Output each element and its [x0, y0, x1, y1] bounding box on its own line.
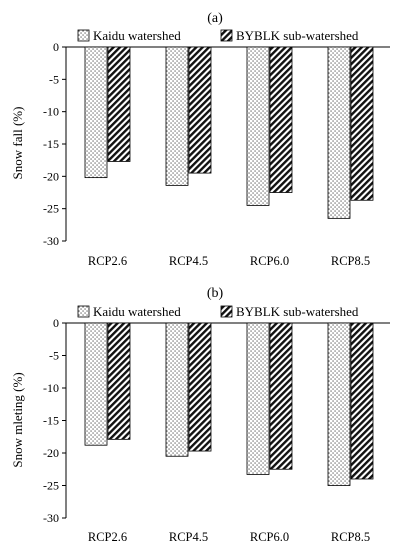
legend-swatch-byblk [220, 29, 233, 42]
legend: Kaidu watershed BYBLK sub-watershed [77, 304, 359, 319]
y-tick-label: -5 [49, 349, 59, 363]
y-tick-label: -15 [43, 414, 59, 428]
y-tick-label: -20 [43, 446, 59, 460]
bar-kaidu-rcp85 [327, 322, 351, 486]
x-tick-label: RCP6.0 [250, 530, 289, 544]
bar-byblk-rcp85 [350, 322, 374, 480]
y-axis-label: Snow fall (%) [10, 107, 25, 180]
x-tick-label: RCP6.0 [250, 254, 289, 268]
bar-kaidu-rcp85 [327, 46, 351, 219]
y-tick-label: -20 [43, 169, 59, 183]
x-tick-label: RCP2.6 [88, 254, 127, 268]
legend-label-byblk: BYBLK sub-watershed [236, 28, 359, 43]
legend-swatch-kaidu [77, 305, 90, 318]
bar-byblk-rcp85 [350, 46, 374, 201]
legend-swatch-byblk [220, 305, 233, 318]
y-axis-label: Snow mleting (%) [10, 372, 25, 467]
y-tick-label: -5 [49, 72, 59, 86]
x-tick-label: RCP4.5 [169, 530, 208, 544]
y-tick-label: -25 [43, 479, 59, 493]
y-tick-label: -30 [43, 234, 59, 248]
legend-label-kaidu: Kaidu watershed [93, 304, 181, 319]
panel-label: (b) [207, 286, 224, 301]
y-tick-label: -25 [43, 202, 59, 216]
x-tick-label: RCP4.5 [169, 254, 208, 268]
bar-byblk-rcp45 [188, 46, 212, 174]
chart-panel-b: (b) Kaidu watershed BYBLK sub-watershed … [10, 286, 390, 544]
legend-label-byblk: BYBLK sub-watershed [236, 304, 359, 319]
x-tick-label: RCP8.5 [331, 254, 370, 268]
bars [84, 322, 374, 486]
bar-byblk-rcp26 [107, 46, 131, 162]
bar-kaidu-rcp26 [84, 46, 108, 179]
chart-panel-a: (a) Kaidu watershed BYBLK sub-watershed … [10, 11, 390, 268]
bar-kaidu-rcp45 [165, 46, 189, 186]
y-tick-label: -10 [43, 105, 59, 119]
bars [84, 46, 374, 219]
bar-byblk-rcp26 [107, 322, 131, 440]
bar-kaidu-rcp60 [246, 46, 270, 206]
bar-byblk-rcp45 [188, 322, 212, 452]
bar-byblk-rcp60 [269, 322, 293, 470]
y-tick-label: 0 [53, 40, 59, 54]
x-tick-label: RCP2.6 [88, 530, 127, 544]
bar-kaidu-rcp60 [246, 322, 270, 475]
panel-label: (a) [207, 11, 223, 26]
y-tick-label: -30 [43, 511, 59, 525]
legend-swatch-kaidu [77, 29, 90, 42]
x-tick-label: RCP8.5 [331, 530, 370, 544]
legend-label-kaidu: Kaidu watershed [93, 28, 181, 43]
x-tick-labels: RCP2.6 RCP4.5 RCP6.0 RCP8.5 [88, 254, 370, 268]
y-ticks: 0 -5 -10 -15 -20 -25 -30 [43, 316, 66, 525]
y-tick-label: -15 [43, 137, 59, 151]
y-tick-label: 0 [53, 316, 59, 330]
bar-kaidu-rcp26 [84, 322, 108, 446]
bar-byblk-rcp60 [269, 46, 293, 193]
legend: Kaidu watershed BYBLK sub-watershed [77, 28, 359, 43]
y-ticks: 0 -5 -10 -15 -20 -25 -30 [43, 40, 66, 248]
bar-kaidu-rcp45 [165, 322, 189, 457]
y-tick-label: -10 [43, 381, 59, 395]
x-tick-labels: RCP2.6 RCP4.5 RCP6.0 RCP8.5 [88, 530, 370, 544]
